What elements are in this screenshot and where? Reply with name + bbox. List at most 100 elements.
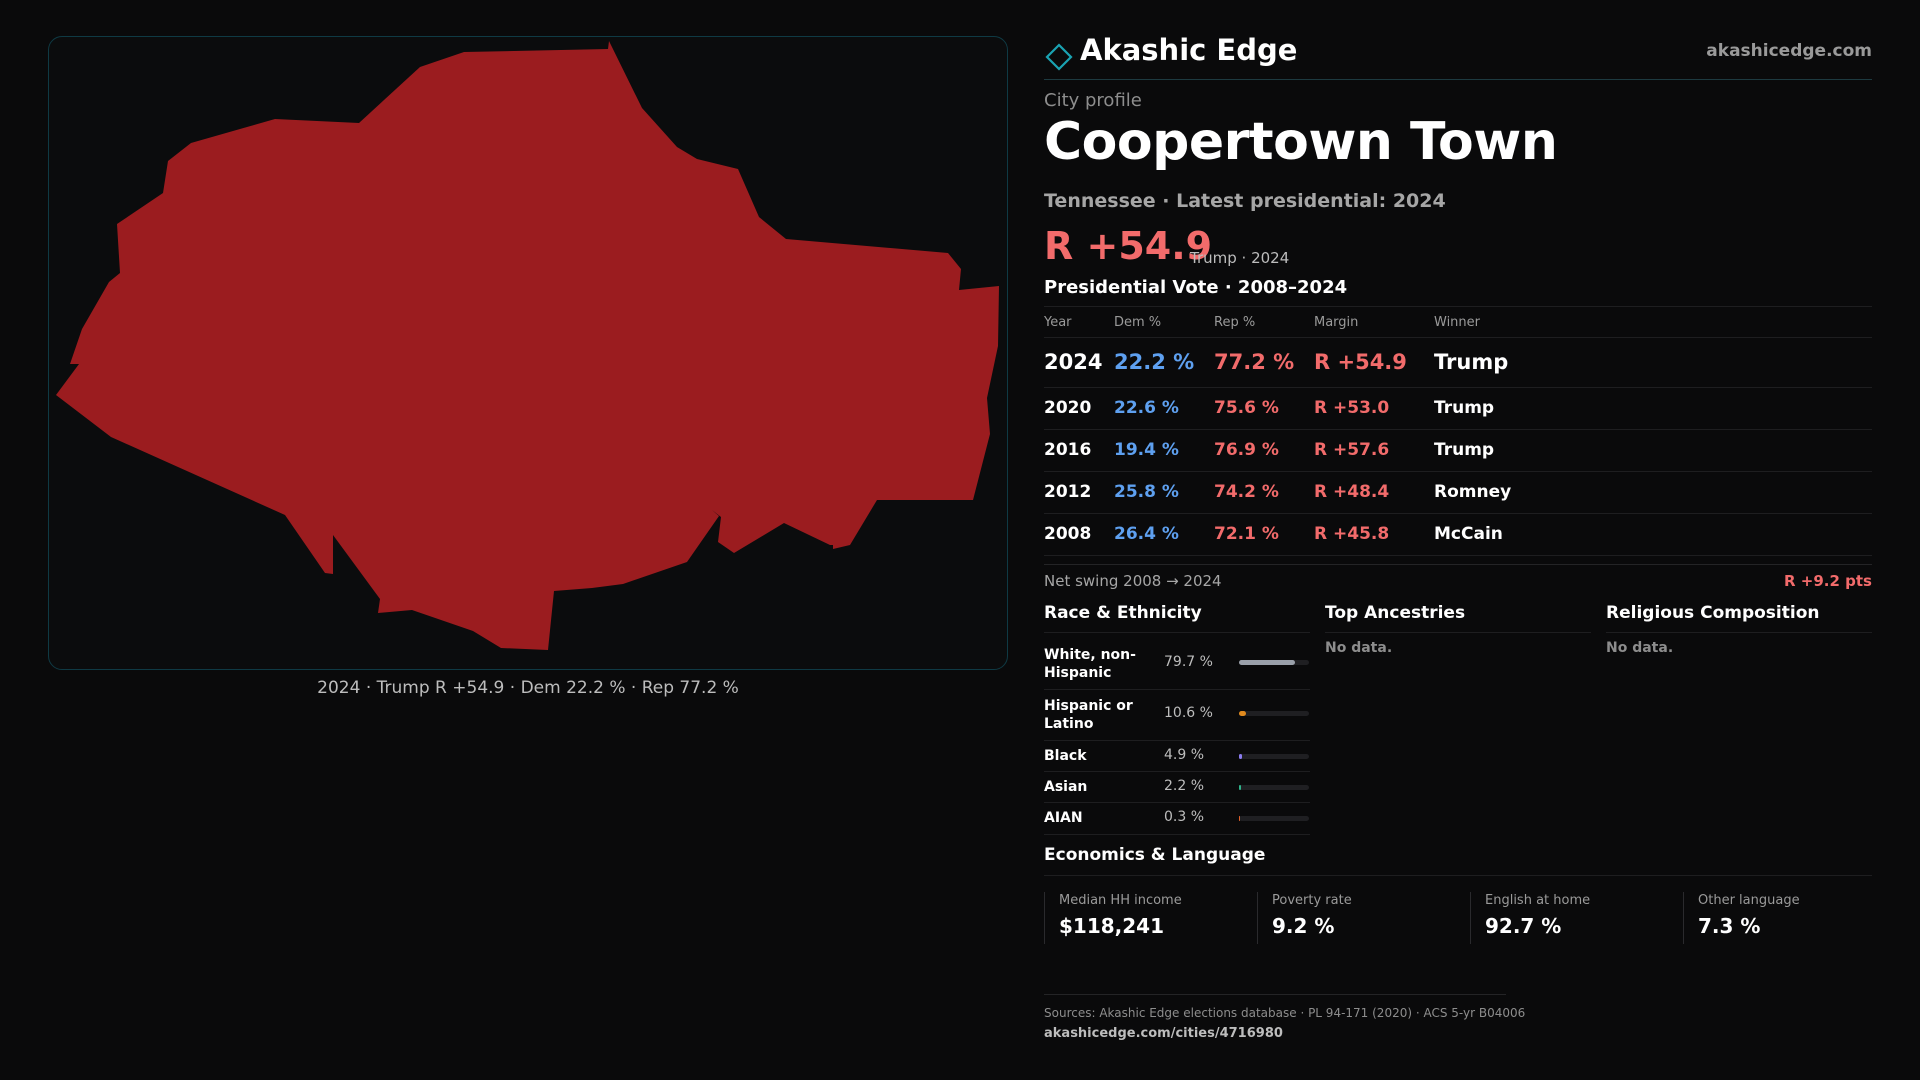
page-subtitle: Tennessee · Latest presidential: 2024 [1044, 190, 1446, 212]
brand-url-link[interactable]: akashicedge.com [1706, 41, 1872, 61]
row-margin: R +48.4 [1314, 482, 1390, 502]
header-rep: Rep % [1214, 315, 1256, 330]
row-rep: 72.1 % [1214, 524, 1279, 544]
divider [1044, 564, 1872, 565]
row-rep: 77.2 % [1214, 350, 1295, 374]
race-row: White, non-Hispanic 79.7 % [1044, 638, 1310, 690]
row-dem: 25.8 % [1114, 482, 1179, 502]
race-pct: 79.7 % [1164, 654, 1213, 670]
row-year: 2020 [1044, 398, 1092, 418]
race-pct: 2.2 % [1164, 778, 1205, 794]
page-title: Coopertown Town [1044, 112, 1558, 172]
row-year: 2012 [1044, 482, 1092, 502]
stat-value: 9.2 % [1272, 914, 1335, 938]
race-bar-track [1239, 754, 1309, 759]
race-row: Asian 2.2 % [1044, 772, 1310, 803]
row-margin: R +45.8 [1314, 524, 1390, 544]
economics-section-title: Economics & Language [1044, 845, 1266, 865]
city-boundary-shape[interactable] [56, 41, 999, 650]
stat-english-at-home: English at home 92.7 % [1470, 892, 1683, 944]
header-dem: Dem % [1114, 315, 1162, 330]
ancestries-empty-text: No data. [1325, 640, 1393, 656]
row-winner: Trump [1434, 440, 1495, 460]
divider [1325, 632, 1591, 633]
row-margin: R +54.9 [1314, 350, 1407, 374]
race-bar-fill [1239, 785, 1241, 790]
stat-label: Poverty rate [1272, 893, 1352, 908]
table-row: 2020 22.6 % 75.6 % R +53.0 Trump [1044, 387, 1872, 429]
race-section-title: Race & Ethnicity [1044, 603, 1202, 623]
header-winner: Winner [1434, 315, 1481, 330]
header-margin: Margin [1314, 315, 1359, 330]
header-year: Year [1044, 315, 1072, 330]
stat-poverty-rate: Poverty rate 9.2 % [1257, 892, 1470, 944]
headline-margin-note: Trump · 2024 [1190, 249, 1290, 267]
stat-label: Other language [1698, 893, 1800, 908]
row-year: 2024 [1044, 350, 1103, 374]
presidential-vote-title: Presidential Vote · 2008–2024 [1044, 277, 1348, 298]
race-pct: 0.3 % [1164, 809, 1205, 825]
divider [1044, 994, 1506, 995]
race-pct: 10.6 % [1164, 705, 1213, 721]
headline-margin: R +54.9 [1044, 224, 1213, 268]
race-bar-track [1239, 660, 1309, 665]
race-row: Black 4.9 % [1044, 741, 1310, 772]
race-label: Hispanic or Latino [1044, 698, 1133, 732]
race-label: Asian [1044, 779, 1088, 795]
row-dem: 22.2 % [1114, 350, 1195, 374]
race-label: AIAN [1044, 810, 1083, 826]
row-rep: 75.6 % [1214, 398, 1279, 418]
row-rep: 74.2 % [1214, 482, 1279, 502]
race-bar-fill [1239, 711, 1247, 716]
divider [1606, 632, 1872, 633]
race-bar-track [1239, 785, 1309, 790]
ancestries-section-title: Top Ancestries [1325, 603, 1466, 623]
brand-name[interactable]: Akashic Edge [1080, 33, 1298, 67]
race-row: AIAN 0.3 % [1044, 803, 1310, 835]
sources-text: Sources: Akashic Edge elections database… [1044, 1006, 1526, 1020]
race-label: Black [1044, 748, 1087, 764]
row-dem: 26.4 % [1114, 524, 1179, 544]
stat-label: English at home [1485, 893, 1591, 908]
religion-section-title: Religious Composition [1606, 603, 1820, 623]
table-row: 2016 19.4 % 76.9 % R +57.6 Trump [1044, 429, 1872, 471]
page-url-link[interactable]: akashicedge.com/cities/4716980 [1044, 1026, 1283, 1041]
stat-value: 92.7 % [1485, 914, 1562, 938]
brand-header: Akashic Edge akashicedge.com [1044, 30, 1872, 80]
row-winner: Romney [1434, 482, 1512, 502]
religion-empty-text: No data. [1606, 640, 1674, 656]
presidential-vote-table: Year Dem % Rep % Margin Winner 2024 22.2… [1044, 306, 1872, 556]
stat-other-language: Other language 7.3 % [1683, 892, 1872, 944]
row-rep: 76.9 % [1214, 440, 1279, 460]
table-row: 2008 26.4 % 72.1 % R +45.8 McCain [1044, 513, 1872, 555]
page-kicker: City profile [1044, 90, 1142, 111]
divider [1044, 632, 1310, 633]
race-bar-fill [1239, 754, 1243, 759]
row-year: 2016 [1044, 440, 1092, 460]
race-bar-track [1239, 816, 1309, 821]
table-header-row: Year Dem % Rep % Margin Winner [1044, 306, 1872, 337]
profile-panel: Akashic Edge akashicedge.com City profil… [1044, 0, 1872, 1080]
race-row: Hispanic or Latino 10.6 % [1044, 690, 1310, 741]
map-panel[interactable] [48, 36, 1008, 670]
row-dem: 22.6 % [1114, 398, 1179, 418]
city-boundary-map[interactable] [49, 37, 1008, 670]
stat-median-income: Median HH income $118,241 [1044, 892, 1257, 944]
row-year: 2008 [1044, 524, 1092, 544]
stat-value: 7.3 % [1698, 914, 1761, 938]
row-margin: R +53.0 [1314, 398, 1390, 418]
map-caption: 2024 · Trump R +54.9 · Dem 22.2 % · Rep … [317, 678, 739, 698]
race-bar-fill [1239, 660, 1295, 665]
row-winner: McCain [1434, 524, 1503, 544]
table-row: 2024 22.2 % 77.2 % R +54.9 Trump [1044, 337, 1872, 387]
race-label: White, non-Hispanic [1044, 647, 1136, 681]
race-pct: 4.9 % [1164, 747, 1205, 763]
divider [1044, 875, 1872, 876]
row-dem: 19.4 % [1114, 440, 1179, 460]
row-margin: R +57.6 [1314, 440, 1390, 460]
row-winner: Trump [1434, 350, 1509, 374]
net-swing-label: Net swing 2008 → 2024 [1044, 572, 1222, 590]
table-row: 2012 25.8 % 74.2 % R +48.4 Romney [1044, 471, 1872, 513]
row-winner: Trump [1434, 398, 1495, 418]
stat-label: Median HH income [1059, 893, 1182, 908]
